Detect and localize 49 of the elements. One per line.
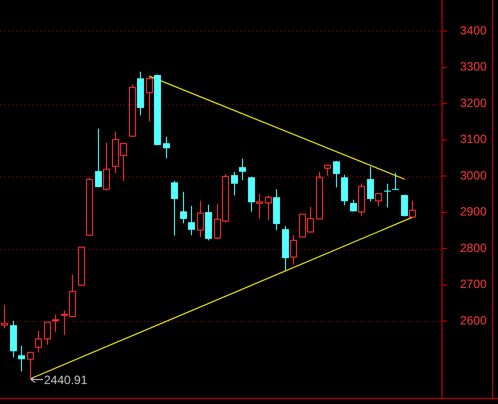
candlestick xyxy=(341,174,348,206)
candlestick xyxy=(197,200,204,238)
candlestick xyxy=(273,189,280,230)
y-tick-label: 3400 xyxy=(460,23,488,38)
candlestick xyxy=(171,180,178,236)
candlestick xyxy=(86,177,93,236)
candlestick xyxy=(146,76,153,122)
y-tick-label: 2700 xyxy=(460,277,488,292)
candlestick xyxy=(188,206,195,236)
candlestick xyxy=(231,172,238,196)
candlestick xyxy=(375,193,382,206)
candlestick xyxy=(256,194,263,219)
annotation: 2440.91 xyxy=(44,372,88,387)
candlestick xyxy=(392,172,399,190)
candlestick xyxy=(358,184,365,216)
candlestick xyxy=(103,142,110,191)
candlestick xyxy=(248,177,255,212)
candlestick xyxy=(18,346,25,372)
candlestick xyxy=(205,204,212,240)
candlestick xyxy=(180,192,187,224)
candlestick xyxy=(10,320,17,358)
candlestick xyxy=(290,234,297,265)
candlestick xyxy=(333,161,340,188)
y-tick-label: 2600 xyxy=(460,313,488,328)
y-tick-label: 3300 xyxy=(460,60,488,74)
y-tick-label: 3100 xyxy=(460,132,488,146)
candlestick xyxy=(163,136,170,159)
candlestick xyxy=(137,72,144,116)
candlestick xyxy=(350,200,357,212)
y-tick-label: 2900 xyxy=(460,204,488,219)
candlestick xyxy=(27,352,34,380)
candlestick xyxy=(95,128,102,188)
candlestick xyxy=(44,322,51,345)
candlestick xyxy=(401,195,408,216)
y-tick-label: 2800 xyxy=(460,240,488,255)
candlestick xyxy=(154,75,161,145)
candlestick xyxy=(384,184,391,208)
candlestick xyxy=(265,196,272,221)
candlestick xyxy=(367,166,374,202)
candlestick xyxy=(52,314,59,332)
candlestick xyxy=(316,172,323,220)
y-tick-label: 3000 xyxy=(460,168,488,182)
candlestick xyxy=(282,226,289,271)
candlestick xyxy=(409,200,416,218)
candlestick xyxy=(35,330,42,352)
y-tick-label: 3200 xyxy=(460,96,488,110)
candlestick xyxy=(1,304,8,329)
candlestick xyxy=(324,164,331,176)
candlestick xyxy=(239,158,246,180)
